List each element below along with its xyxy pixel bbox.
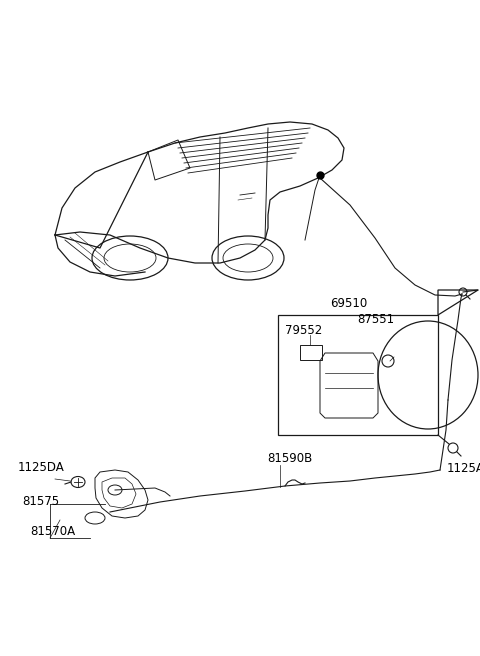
Text: 79552: 79552: [285, 324, 322, 337]
Bar: [300, 345, 322, 360]
Text: 81570A: 81570A: [30, 525, 75, 538]
Text: 81590B: 81590B: [267, 452, 312, 465]
Text: 1125AC: 1125AC: [447, 462, 480, 475]
Bar: [278, 315, 438, 435]
Text: 1125DA: 1125DA: [18, 461, 65, 474]
Text: 87551: 87551: [357, 313, 394, 326]
Text: 69510: 69510: [330, 297, 367, 310]
Text: 81575: 81575: [22, 495, 59, 508]
